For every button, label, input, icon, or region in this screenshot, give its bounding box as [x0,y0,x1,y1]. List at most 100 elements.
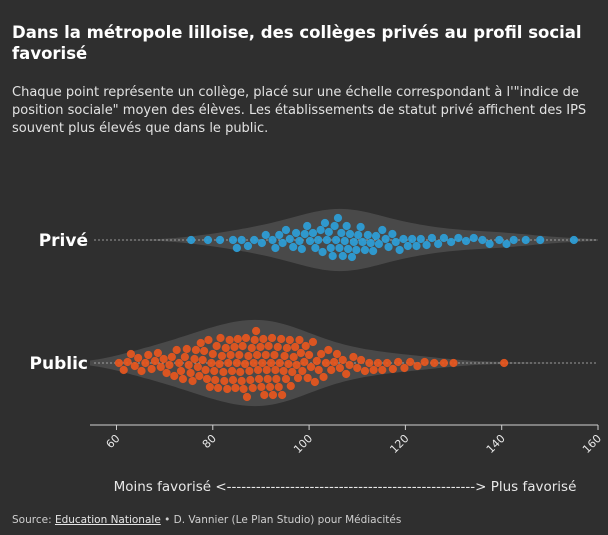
school-dot [257,382,266,392]
school-dot [268,390,278,400]
x-tick-label: 100 [291,432,315,456]
school-dot [176,366,186,376]
school-dot [324,227,333,237]
school-dot [439,233,449,243]
school-dot [186,368,195,378]
school-dot [345,360,354,370]
school-dot [196,338,205,348]
school-dot [391,237,400,247]
school-dot [318,247,327,257]
school-dot [399,234,408,244]
school-dot [231,383,240,393]
school-dot [165,360,174,370]
school-dot [536,235,545,245]
source-link[interactable]: Education Nationale [54,514,161,526]
school-dot [353,363,362,373]
school-dot [162,368,171,378]
school-dot [352,245,361,255]
school-dot [381,234,390,244]
school-dot [365,358,374,368]
school-dot [382,358,392,368]
school-dot [202,374,212,384]
school-dot [278,390,287,400]
school-dot [228,375,238,385]
x-tick-label: 160 [580,432,604,456]
school-dot [447,237,456,247]
school-dot [340,236,349,246]
school-dot [356,355,366,365]
school-dot [284,359,293,369]
school-dot [201,365,210,375]
school-dot [226,350,235,360]
school-dot [267,333,277,343]
school-dot [330,357,339,367]
school-dot [335,363,345,373]
school-dot [288,367,297,377]
school-dot [324,345,333,355]
school-dot [247,343,256,353]
school-dot [210,366,219,376]
school-dot [262,365,271,375]
chart-title: Dans la métropole lilloise, des collèges… [12,23,582,63]
school-dot [184,360,193,370]
school-dot [369,246,378,256]
school-dot [213,383,223,393]
school-dot [261,350,270,360]
school-dot [338,251,347,261]
school-dot [239,384,248,394]
school-dot [233,334,242,344]
school-dot [304,350,314,360]
school-dot [211,375,220,385]
x-tick-label: 60 [104,432,123,451]
school-dot [180,352,189,362]
school-dot [265,382,275,392]
school-dot [250,235,259,245]
school-dot [485,239,494,249]
school-dot [316,225,325,235]
school-dot [374,239,384,249]
school-dot [219,367,228,377]
school-dot [187,235,196,245]
school-dot [217,351,227,361]
school-dot [363,230,372,240]
school-dot [150,356,160,366]
school-dot [193,362,202,372]
school-dot [205,382,214,392]
school-dot [388,364,397,374]
school-dot [190,354,199,364]
school-dot [434,239,443,249]
school-dot [394,357,403,367]
school-dot [271,243,280,253]
school-dot [119,365,128,375]
school-dot [172,345,181,355]
school-dot [298,366,307,376]
school-dot [282,343,292,353]
school-dot [232,358,241,368]
school-dot [301,341,310,351]
school-dot [224,358,233,368]
school-dot [225,335,234,345]
school-dot [521,235,530,245]
school-dot [252,350,262,360]
school-dot [141,358,150,368]
school-dot [252,326,261,336]
school-dot [327,365,336,375]
school-dot [253,365,263,375]
school-dot [274,382,283,392]
school-dot [338,355,347,365]
source-suffix: • D. Vannier (Le Plan Studio) pour Média… [164,514,402,526]
school-dot [137,366,146,376]
school-dot [198,355,207,365]
school-dot [200,346,209,356]
school-dot [337,228,346,238]
school-dot [291,342,300,352]
school-dot [126,349,136,359]
school-dot [123,357,132,367]
school-dot [281,225,291,235]
school-dot [259,334,268,344]
school-dot [188,376,197,386]
school-dot [412,241,421,251]
school-dot [264,341,273,351]
school-dot [322,235,332,245]
